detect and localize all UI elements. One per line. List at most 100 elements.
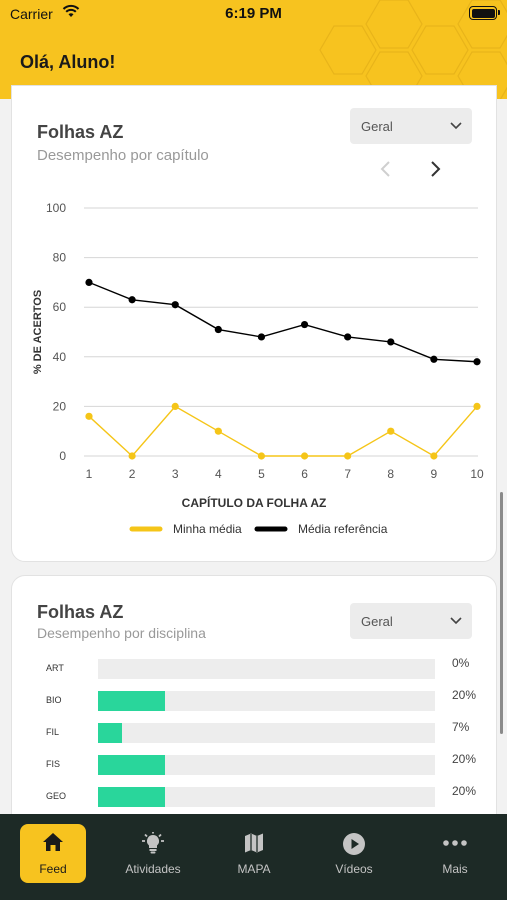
subject-bar-label: ART [46, 663, 64, 673]
data-point [214, 427, 222, 435]
subject-bar-label: FIS [46, 759, 61, 769]
subject-bar-track [98, 723, 435, 743]
data-point [387, 427, 395, 435]
subject-bar-fill [98, 723, 122, 743]
subject-bar-track [98, 755, 435, 775]
tab-mapa[interactable]: MAPA [221, 824, 287, 882]
legend-label: Minha média [173, 522, 242, 536]
subject-filter-value: Geral [361, 614, 393, 629]
x-tick-label: 8 [387, 467, 394, 481]
subject-performance-card: Folhas AZ Desempenho por disciplina Gera… [11, 575, 497, 835]
data-point [430, 355, 438, 363]
x-tick-label: 4 [215, 467, 222, 481]
app-header: Carrier 6:19 PM Olá, Aluno! [0, 0, 507, 99]
y-tick-label: 20 [53, 399, 67, 413]
data-point [214, 325, 222, 334]
data-point [128, 452, 136, 460]
chapter-card-subtitle: Desempenho por capítulo [37, 147, 209, 164]
data-point [300, 452, 309, 460]
data-point [85, 278, 93, 286]
subject-bar-fill [98, 691, 166, 711]
x-tick-label: 5 [258, 467, 265, 481]
series-line [88, 405, 478, 458]
play-icon [343, 833, 365, 855]
lightbulb-icon [142, 832, 164, 854]
subject-bar-track [98, 787, 435, 807]
data-point [171, 402, 179, 410]
wifi-icon [62, 4, 80, 17]
data-point [257, 333, 266, 341]
subject-bar-fill [98, 755, 166, 775]
series-line [88, 281, 478, 363]
chevron-right-icon[interactable] [426, 160, 444, 178]
x-tick-label: 2 [129, 467, 136, 481]
x-tick-label: 1 [86, 467, 93, 481]
data-point [344, 452, 352, 460]
data-point [473, 358, 481, 366]
tab-mapa-label: MAPA [237, 862, 271, 876]
data-point [430, 452, 438, 460]
subject-bar-value: 20% [452, 688, 477, 702]
battery-icon [469, 6, 500, 20]
x-tick-label: 6 [301, 467, 308, 481]
subject-bar-label: GEO [46, 791, 67, 801]
chevron-left-icon[interactable] [377, 160, 395, 178]
legend-label: Média referência [298, 522, 388, 536]
chevron-down-icon [450, 122, 462, 130]
x-tick-label: 9 [431, 467, 438, 481]
chevron-down-icon [450, 617, 462, 625]
subject-bar-track [98, 691, 435, 711]
subject-bar-value: 20% [452, 752, 477, 766]
scrollbar[interactable] [500, 492, 503, 734]
tab-mais-label: Mais [442, 862, 468, 876]
data-point [473, 402, 481, 410]
tab-mais[interactable]: Mais [422, 824, 488, 882]
data-point [257, 452, 266, 460]
data-point [171, 301, 179, 309]
subject-card-subtitle: Desempenho por disciplina [37, 625, 206, 641]
y-tick-label: 40 [53, 350, 67, 364]
status-bar: Carrier 6:19 PM [0, 0, 507, 28]
y-tick-label: 60 [53, 300, 67, 314]
y-tick-label: 0 [59, 449, 66, 463]
x-tick-label: 3 [172, 467, 179, 481]
more-icon [443, 840, 467, 846]
chapter-line-chart: 0 20 40 60 80 100 1 2 3 4 5 6 7 8 9 10 CAPÍTULO DA FOLHA… [32, 201, 484, 536]
subject-bar-label: BIO [46, 695, 62, 705]
data-point [300, 320, 309, 329]
subject-bar-row: GEO 20% [12, 784, 498, 807]
y-tick-label: 100 [46, 201, 66, 215]
status-time: 6:19 PM [225, 5, 282, 22]
hexagon-pattern-decoration [319, 0, 507, 99]
y-axis-label: % DE ACERTOS [32, 290, 44, 374]
data-point [128, 296, 136, 304]
tab-atividades-label: Atividades [125, 862, 181, 876]
x-tick-label: 10 [470, 467, 484, 481]
subject-bar-value: 20% [452, 784, 477, 798]
x-axis-label: CAPÍTULO DA FOLHA AZ [182, 495, 327, 510]
subject-card-title: Folhas AZ [37, 602, 124, 622]
data-point [85, 412, 93, 420]
carrier-label: Carrier [10, 6, 53, 22]
subject-bar-value: 7% [452, 720, 470, 734]
bottom-tab-bar: Feed Atividades MAPA Vídeos Mais [0, 814, 507, 900]
subject-bar-value: 0% [452, 656, 470, 670]
data-point [344, 333, 352, 341]
subject-bar-row: FIL 7% [12, 720, 498, 743]
subject-bar-row: FIS 20% [12, 752, 498, 775]
subject-bar-track [98, 659, 435, 679]
tab-videos[interactable]: Vídeos [321, 824, 387, 882]
subject-filter-dropdown[interactable]: Geral [350, 603, 472, 639]
tab-videos-label: Vídeos [335, 862, 373, 876]
chapter-filter-value: Geral [361, 119, 393, 134]
data-point [387, 338, 395, 346]
home-icon [43, 833, 63, 851]
tab-atividades[interactable]: Atividades [120, 824, 186, 882]
chapter-filter-dropdown[interactable]: Geral [350, 108, 472, 144]
tab-feed-label: Feed [39, 862, 67, 876]
x-tick-label: 7 [344, 467, 351, 481]
tab-feed[interactable]: Feed [20, 824, 86, 883]
chapter-card-title: Folhas AZ [37, 122, 124, 142]
map-icon [245, 833, 263, 853]
chapter-performance-card: Folhas AZ Desempenho por capítulo Geral … [11, 85, 497, 562]
